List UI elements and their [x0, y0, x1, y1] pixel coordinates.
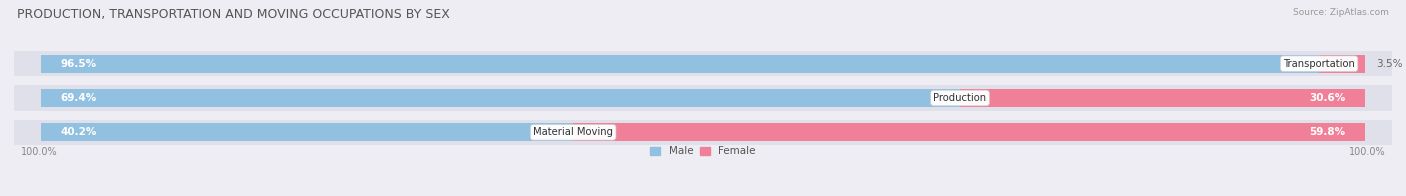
Text: PRODUCTION, TRANSPORTATION AND MOVING OCCUPATIONS BY SEX: PRODUCTION, TRANSPORTATION AND MOVING OC… — [17, 8, 450, 21]
Bar — [1319, 55, 1365, 73]
Legend: Male, Female: Male, Female — [650, 146, 756, 156]
Bar — [14, 85, 1392, 111]
Bar — [574, 123, 1365, 141]
Text: 100.0%: 100.0% — [1348, 147, 1385, 157]
Bar — [14, 51, 1392, 76]
Text: Source: ZipAtlas.com: Source: ZipAtlas.com — [1294, 8, 1389, 17]
Text: Transportation: Transportation — [1284, 59, 1355, 69]
Text: 3.5%: 3.5% — [1376, 59, 1403, 69]
Text: 30.6%: 30.6% — [1309, 93, 1346, 103]
Text: Production: Production — [934, 93, 987, 103]
Bar — [14, 120, 1392, 145]
Text: Material Moving: Material Moving — [533, 127, 613, 137]
Bar — [41, 123, 574, 141]
Text: 40.2%: 40.2% — [60, 127, 97, 137]
Bar — [960, 89, 1365, 107]
Bar — [41, 89, 960, 107]
Text: 69.4%: 69.4% — [60, 93, 97, 103]
Bar — [41, 55, 1319, 73]
Text: 96.5%: 96.5% — [60, 59, 97, 69]
Text: 100.0%: 100.0% — [21, 147, 58, 157]
Text: 59.8%: 59.8% — [1309, 127, 1346, 137]
